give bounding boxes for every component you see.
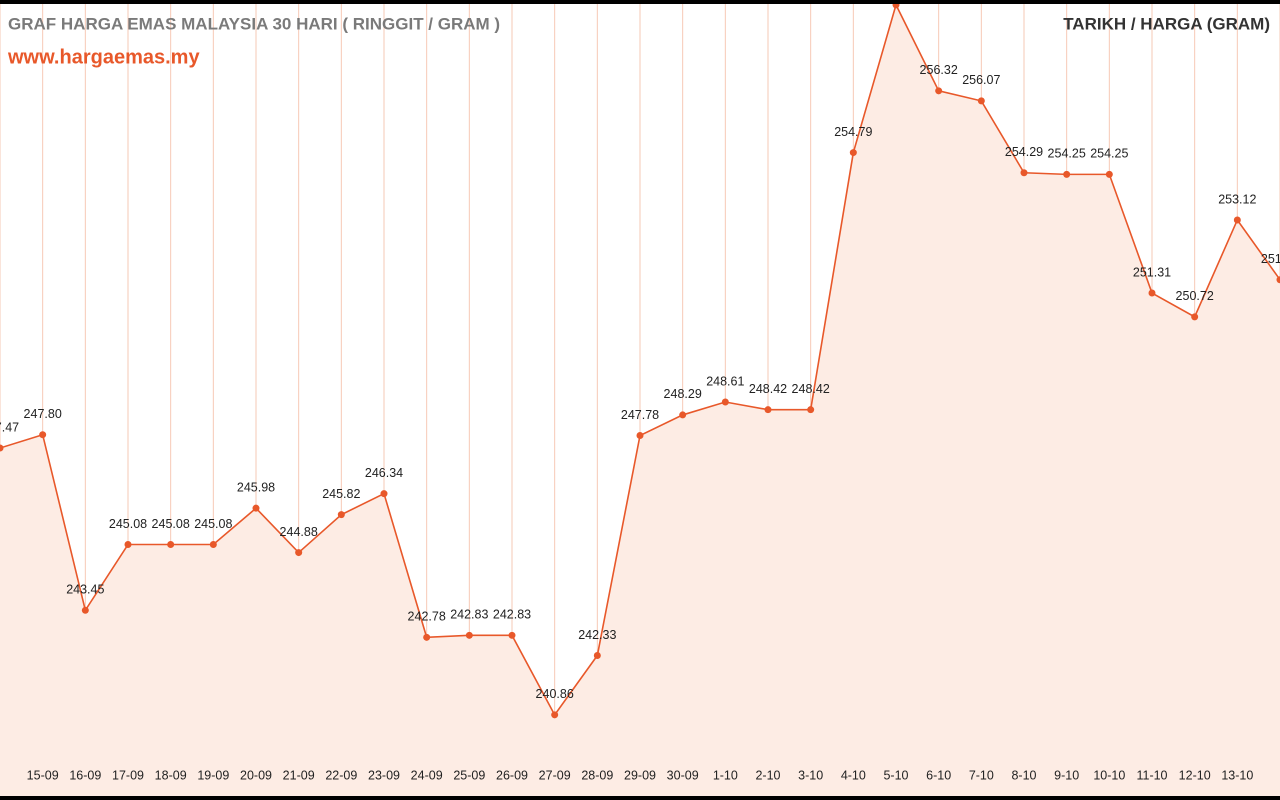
x-tick-label: 27-09	[539, 768, 571, 782]
x-tick-label: 16-09	[69, 768, 101, 782]
point	[81, 606, 89, 614]
x-tick-label: 22-09	[325, 768, 357, 782]
data-label: 244.88	[280, 525, 318, 539]
data-label: 248.42	[792, 382, 830, 396]
point	[124, 541, 132, 549]
data-label: 251.31	[1133, 265, 1171, 279]
data-label: 245.08	[152, 517, 190, 531]
x-tick-label: 13-10	[1221, 768, 1253, 782]
point	[423, 633, 431, 641]
point	[721, 398, 729, 406]
point	[1191, 313, 1199, 321]
data-label: 247.47	[0, 420, 19, 434]
x-tick-label: 25-09	[453, 768, 485, 782]
x-tick-label: 28-09	[581, 768, 613, 782]
point	[295, 549, 303, 557]
point	[209, 541, 217, 549]
x-tick-label: 4-10	[841, 768, 866, 782]
x-tick-label: 19-09	[197, 768, 229, 782]
x-tick-label: 6-10	[926, 768, 951, 782]
x-tick-label: 9-10	[1054, 768, 1079, 782]
data-label: 245.82	[322, 487, 360, 501]
data-label: 245.08	[109, 517, 147, 531]
x-tick-label: 23-09	[368, 768, 400, 782]
axis-caption: TARIKH / HARGA (GRAM)	[1063, 14, 1270, 33]
point	[593, 651, 601, 659]
point	[679, 411, 687, 419]
x-tick-label: 1-10	[713, 768, 738, 782]
data-label: 242.83	[493, 608, 531, 622]
data-label: 245.98	[237, 480, 275, 494]
point	[337, 511, 345, 519]
x-tick-label: 24-09	[411, 768, 443, 782]
data-label: 248.61	[706, 374, 744, 388]
point	[636, 432, 644, 440]
point	[1276, 276, 1280, 284]
data-label: 254.79	[834, 125, 872, 139]
data-label: 247.80	[24, 407, 62, 421]
data-label: 247.78	[621, 408, 659, 422]
point	[1148, 289, 1156, 297]
data-label: 254.25	[1090, 147, 1128, 161]
x-tick-label: 30-09	[667, 768, 699, 782]
x-tick-label: 7-10	[969, 768, 994, 782]
point	[1020, 169, 1028, 177]
x-tick-label: 17-09	[112, 768, 144, 782]
point	[39, 431, 47, 439]
point	[1105, 170, 1113, 178]
data-label: 256.07	[962, 73, 1000, 87]
data-label: 250.72	[1176, 289, 1214, 303]
x-tick-label: 21-09	[283, 768, 315, 782]
data-label: 248.42	[749, 382, 787, 396]
point	[807, 406, 815, 414]
bottom-bar	[0, 796, 1280, 800]
point	[167, 541, 175, 549]
data-label: 245.08	[194, 517, 232, 531]
data-label: 240.86	[536, 687, 574, 701]
x-tick-label: 2-10	[755, 768, 780, 782]
point	[380, 490, 388, 498]
point	[1063, 170, 1071, 178]
data-label: 254.25	[1048, 147, 1086, 161]
top-bar	[0, 0, 1280, 4]
data-label: 253.12	[1218, 192, 1256, 206]
area	[0, 4, 1280, 797]
x-tick-label: 15-09	[27, 768, 59, 782]
data-label: 246.34	[365, 466, 403, 480]
x-tick-label: 26-09	[496, 768, 528, 782]
data-label: 243.45	[66, 583, 104, 597]
x-tick-label: 18-09	[155, 768, 187, 782]
point	[252, 504, 260, 512]
point	[977, 97, 985, 105]
x-tick-label: 10-10	[1093, 768, 1125, 782]
data-label: 254.29	[1005, 145, 1043, 159]
x-tick-label: 20-09	[240, 768, 272, 782]
x-tick-label: 12-10	[1179, 768, 1211, 782]
data-label: 256.32	[920, 63, 958, 77]
x-tick-label: 29-09	[624, 768, 656, 782]
data-label: 242.83	[450, 608, 488, 622]
x-tick-label: 8-10	[1011, 768, 1036, 782]
point	[551, 711, 559, 719]
chart-subtitle: www.hargaemas.my	[7, 46, 200, 68]
point	[849, 149, 857, 157]
data-label: 242.78	[408, 610, 446, 624]
x-tick-label: 5-10	[883, 768, 908, 782]
point	[0, 444, 4, 452]
point	[508, 631, 516, 639]
point	[935, 87, 943, 95]
data-label: 248.29	[664, 387, 702, 401]
x-tick-label: 11-10	[1136, 768, 1167, 782]
data-label: 242.33	[578, 628, 616, 642]
point	[764, 406, 772, 414]
chart-title: GRAF HARGA EMAS MALAYSIA 30 HARI ( RINGG…	[8, 14, 500, 33]
point	[465, 631, 473, 639]
data-label: 251.64	[1261, 252, 1280, 266]
point	[1233, 216, 1241, 224]
x-tick-label: 3-10	[798, 768, 823, 782]
